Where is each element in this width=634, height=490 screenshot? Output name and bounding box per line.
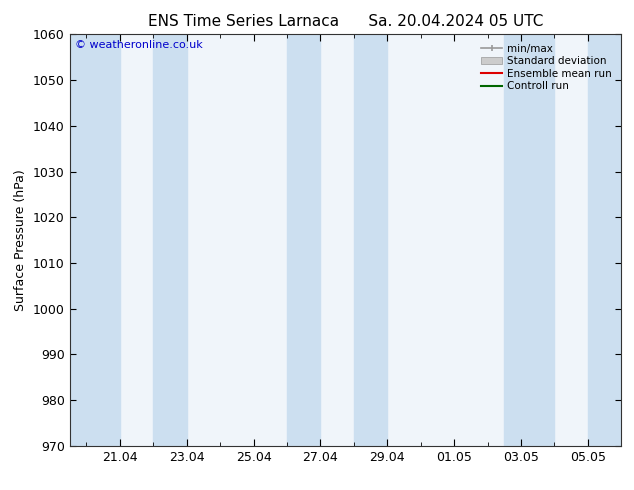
Y-axis label: Surface Pressure (hPa): Surface Pressure (hPa) [15,169,27,311]
Bar [354,34,387,446]
Bar [588,34,621,446]
Bar [70,34,120,446]
Text: © weatheronline.co.uk: © weatheronline.co.uk [75,41,203,50]
Legend: min/max, Standard deviation, Ensemble mean run, Controll run: min/max, Standard deviation, Ensemble me… [477,40,616,96]
Title: ENS Time Series Larnaca      Sa. 20.04.2024 05 UTC: ENS Time Series Larnaca Sa. 20.04.2024 0… [148,14,543,29]
Bar [287,34,320,446]
Bar [153,34,187,446]
Bar [504,34,555,446]
